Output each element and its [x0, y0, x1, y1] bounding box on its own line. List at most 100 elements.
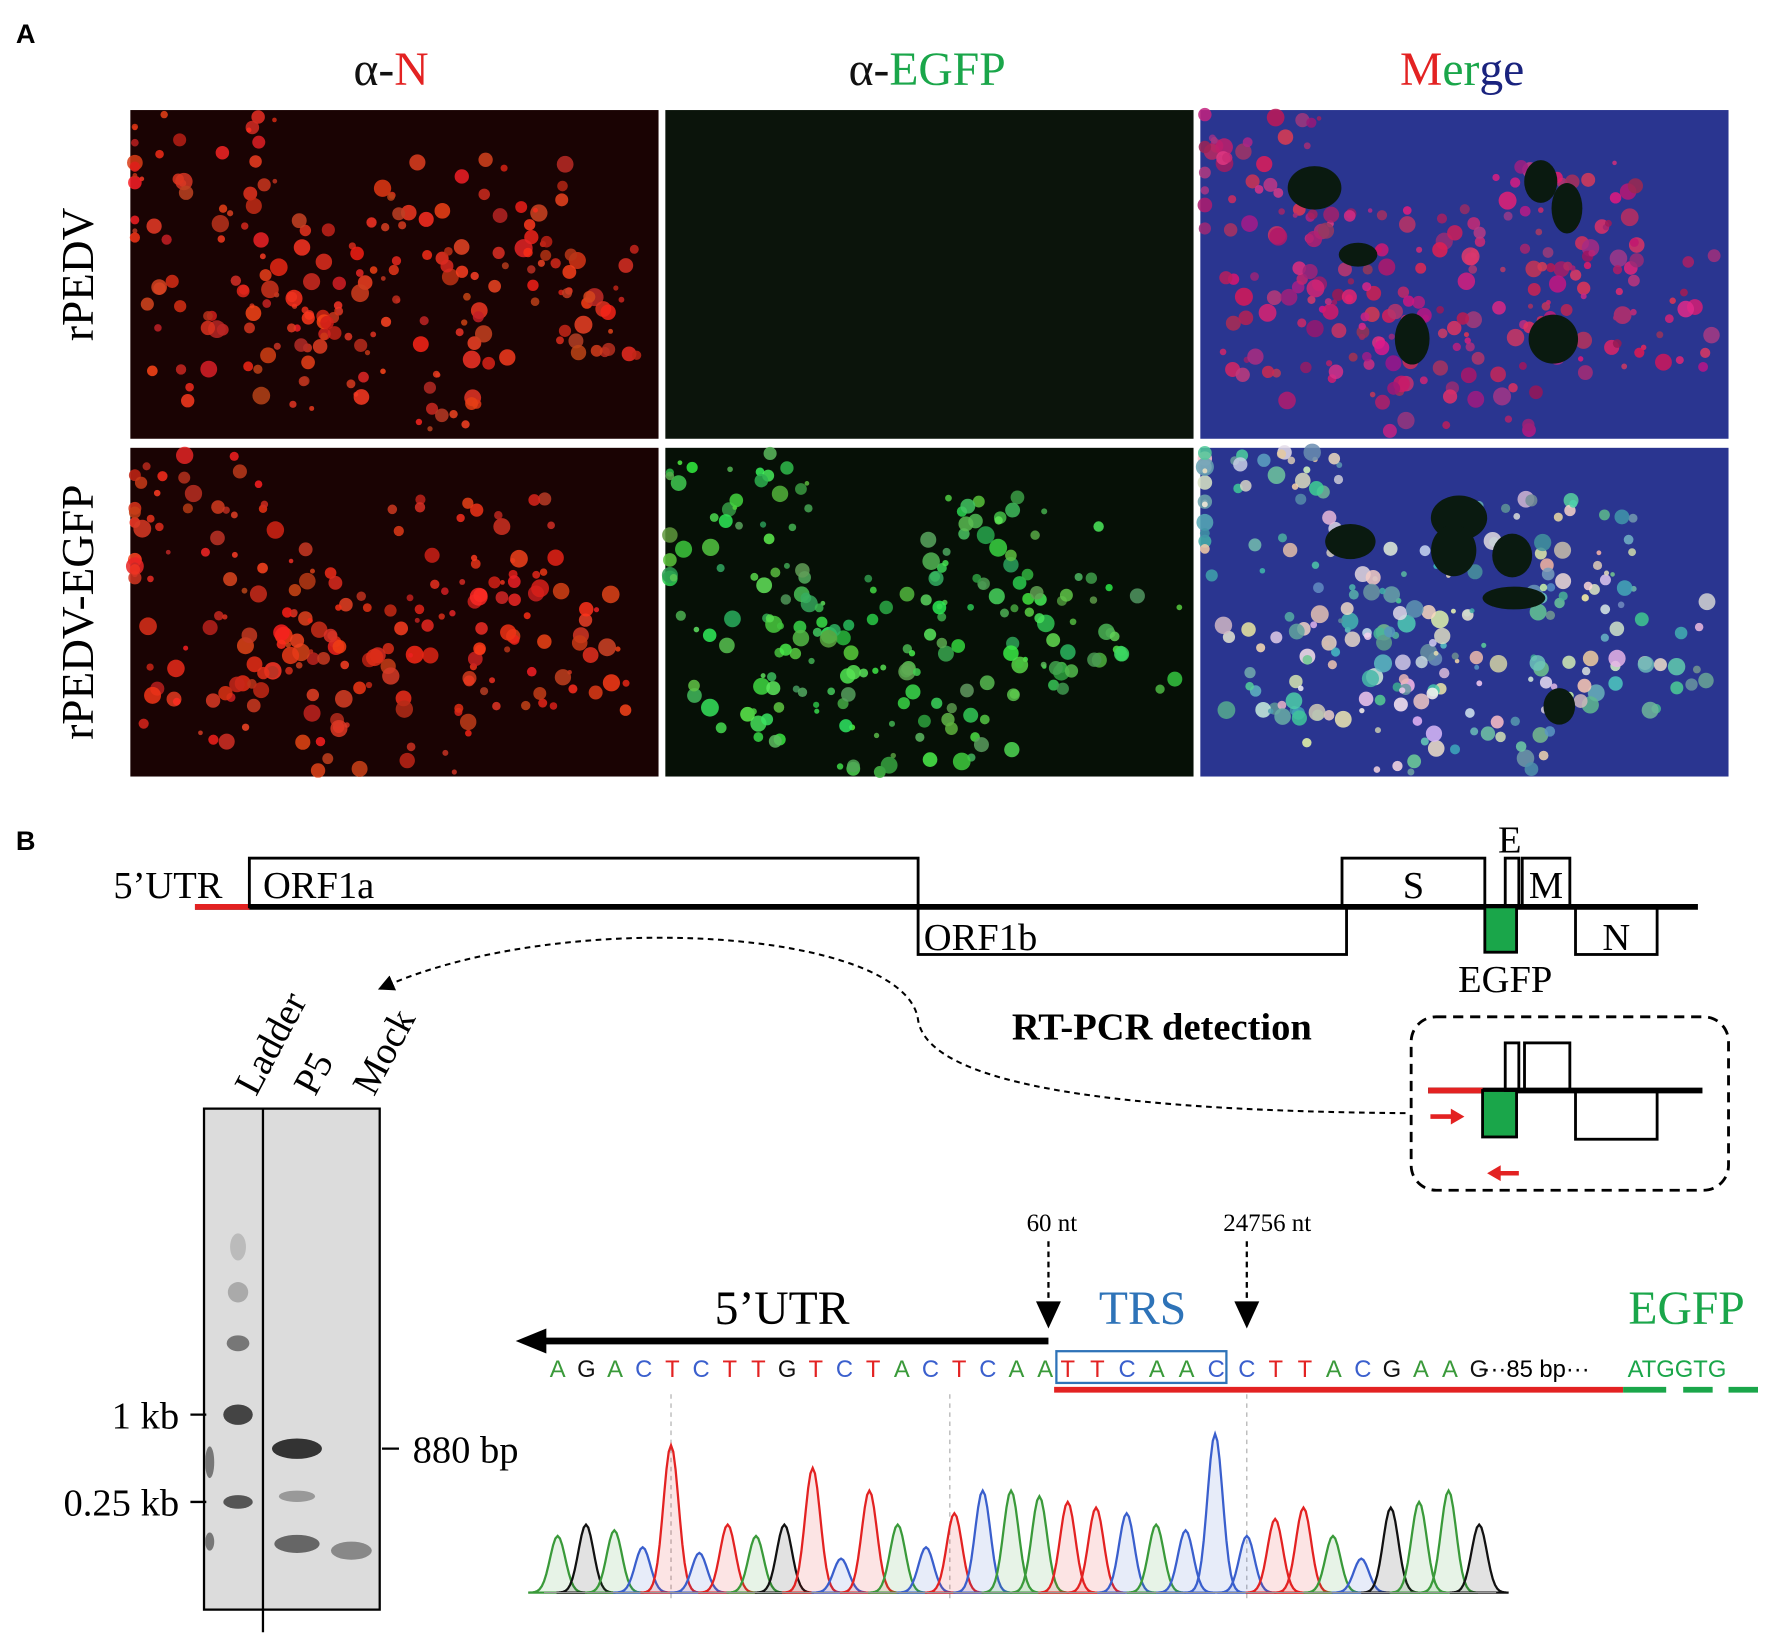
cell [533, 207, 538, 213]
cell [470, 558, 481, 569]
cell [399, 752, 415, 769]
cell [622, 679, 630, 687]
cell [547, 549, 564, 566]
cell [1359, 707, 1365, 714]
cell [176, 446, 194, 465]
cell [1583, 261, 1592, 270]
cell [281, 646, 300, 665]
cell [211, 215, 229, 233]
base: C [836, 1356, 853, 1383]
cell [422, 250, 433, 261]
cell [767, 672, 777, 682]
cell [1375, 394, 1390, 410]
cell [1519, 243, 1531, 254]
cell [1267, 466, 1286, 485]
cell [814, 708, 820, 714]
cell [459, 713, 477, 731]
cell [1492, 173, 1500, 182]
cell [406, 594, 414, 602]
cell [369, 266, 378, 274]
cell [936, 637, 948, 649]
cell [1457, 272, 1476, 290]
cell [1327, 660, 1337, 670]
cell [387, 193, 395, 201]
cell [531, 579, 550, 598]
cell [1439, 667, 1450, 679]
cell [475, 622, 488, 635]
cell [1609, 621, 1625, 637]
cell [449, 610, 456, 617]
cell [1527, 303, 1534, 309]
cell [1493, 387, 1512, 406]
cell [1374, 340, 1390, 356]
cell [351, 760, 368, 777]
cell [346, 379, 356, 389]
cell [291, 213, 307, 229]
cell [1450, 608, 1456, 614]
base: C [1354, 1356, 1371, 1383]
cell [1573, 694, 1588, 708]
cell [1273, 187, 1284, 198]
cell [185, 382, 194, 392]
header-part: α- [353, 44, 394, 96]
cell [1217, 701, 1236, 719]
base: T [1090, 1356, 1105, 1383]
cell [556, 336, 564, 345]
trace-peak [1156, 1528, 1216, 1594]
cell [231, 551, 238, 558]
cell [299, 572, 316, 590]
cell [1376, 634, 1393, 651]
cell [473, 642, 486, 655]
cell [317, 651, 330, 665]
cell [880, 664, 887, 671]
cell [780, 594, 792, 605]
cell [294, 338, 308, 352]
cell [1588, 249, 1596, 257]
cell [1087, 652, 1102, 667]
cell [547, 521, 555, 530]
cell [415, 418, 423, 426]
cell [602, 674, 621, 692]
cell [366, 217, 377, 228]
cell [677, 460, 683, 466]
cell [1474, 236, 1486, 248]
micrographs [125, 107, 1729, 778]
cell [1384, 626, 1396, 638]
cell [140, 297, 154, 311]
cell [241, 222, 249, 230]
cell [1030, 585, 1044, 600]
cell [1600, 633, 1609, 642]
cell [1306, 319, 1324, 338]
cell [241, 723, 250, 731]
cell [1442, 421, 1451, 430]
cell [763, 533, 775, 545]
cell [931, 697, 943, 709]
cell [1420, 643, 1438, 661]
cell [579, 602, 594, 617]
cell [463, 675, 475, 687]
cell [1600, 604, 1611, 615]
cell [131, 123, 139, 131]
cell [523, 219, 536, 231]
cell [214, 611, 224, 621]
cell [1577, 365, 1593, 381]
cell [1303, 443, 1321, 462]
cell [753, 677, 771, 695]
cell [538, 492, 552, 506]
cell [1612, 160, 1617, 166]
cell [1667, 657, 1686, 676]
cell [960, 498, 976, 514]
cell [908, 650, 916, 657]
cell [1034, 613, 1045, 624]
cell [381, 223, 390, 232]
cell [1373, 766, 1381, 773]
cell [1392, 760, 1403, 772]
cell [558, 324, 572, 337]
cell [1467, 564, 1483, 580]
cell [521, 700, 531, 711]
cell [750, 708, 757, 715]
gap-label: ···85 bp··· [1483, 1356, 1590, 1383]
cell [1419, 376, 1428, 385]
